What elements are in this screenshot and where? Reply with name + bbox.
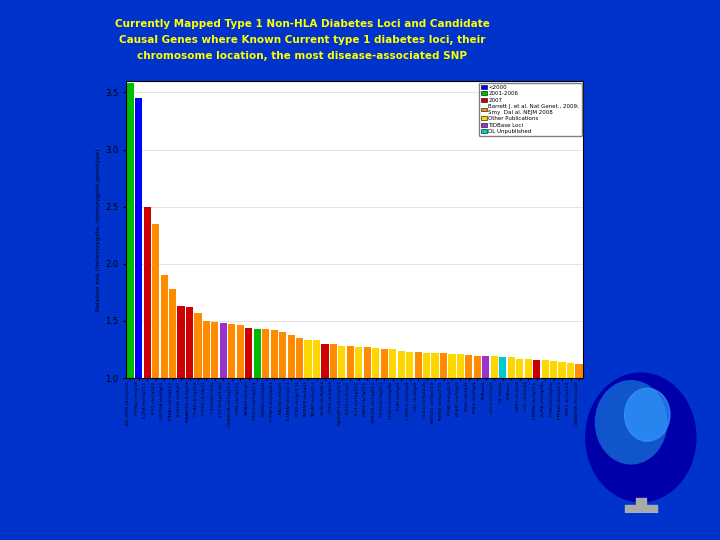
Bar (161, 275, 168, 378)
Bar (491, 356, 498, 378)
Circle shape (625, 388, 670, 441)
Text: Causal Genes where Known Current type 1 diabetes loci, their: Causal Genes where Known Current type 1 … (120, 35, 485, 45)
Bar (355, 347, 362, 378)
Bar (440, 353, 447, 378)
Bar (533, 360, 540, 378)
Bar (372, 348, 379, 378)
Bar (186, 307, 193, 378)
Bar (575, 364, 582, 378)
Bar (541, 360, 549, 378)
Bar (525, 359, 532, 378)
Bar (431, 353, 438, 378)
Bar (152, 224, 159, 378)
Bar (305, 340, 312, 378)
Bar (321, 344, 328, 378)
Bar (456, 354, 464, 378)
Bar (406, 352, 413, 378)
Bar (449, 354, 456, 378)
Text: Currently Mapped Type 1 Non-HLA Diabetes Loci and Candidate: Currently Mapped Type 1 Non-HLA Diabetes… (115, 19, 490, 29)
Circle shape (585, 373, 696, 502)
Bar (279, 332, 287, 378)
Bar (220, 323, 227, 378)
Bar (338, 346, 346, 378)
Bar (465, 355, 472, 378)
Bar (397, 350, 405, 378)
Legend: <2000, 2001-2006, 2007, Barrett J. et al. Nat Genet., 2009;
Smy  Dal al. NEJM 20: <2000, 2001-2006, 2007, Barrett J. et al… (479, 83, 582, 136)
Bar (474, 356, 481, 378)
Bar (211, 322, 218, 378)
Bar (127, 83, 134, 378)
Bar (415, 352, 422, 378)
Bar (508, 357, 515, 378)
Bar (347, 346, 354, 378)
Bar (330, 344, 337, 378)
Bar (246, 328, 253, 378)
Bar (624, 505, 657, 513)
Bar (194, 313, 202, 378)
Bar (313, 340, 320, 378)
Bar (550, 361, 557, 378)
Bar (381, 349, 388, 378)
Bar (559, 362, 566, 378)
Bar (636, 498, 646, 509)
Text: chromosome location, the most disease-associated SNP: chromosome location, the most disease-as… (138, 51, 467, 62)
Bar (237, 326, 244, 378)
Bar (516, 359, 523, 378)
Bar (296, 338, 303, 378)
Y-axis label: Relative risk (heterozygote, homozygote genotype): Relative risk (heterozygote, homozygote … (96, 148, 101, 310)
Bar (423, 353, 430, 378)
Bar (253, 329, 261, 378)
Bar (262, 329, 269, 378)
Bar (482, 356, 490, 378)
Bar (135, 98, 143, 378)
Bar (271, 330, 278, 378)
Bar (177, 306, 184, 378)
Circle shape (595, 381, 667, 464)
Bar (567, 363, 574, 378)
Bar (228, 325, 235, 378)
Bar (287, 335, 294, 378)
Bar (499, 357, 506, 378)
Bar (364, 347, 371, 378)
Bar (203, 321, 210, 378)
Bar (389, 349, 396, 378)
Bar (169, 289, 176, 378)
Bar (143, 207, 150, 378)
